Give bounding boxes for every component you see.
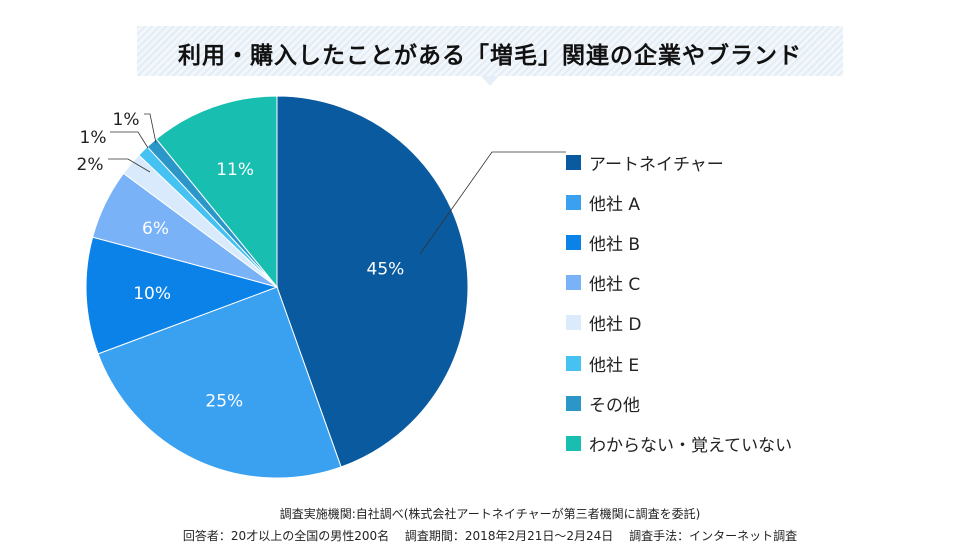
legend-item-7: わからない・覚えていない — [566, 423, 792, 463]
legend-item-4: 他社 D — [566, 303, 792, 343]
slice-label-1: 25% — [205, 391, 243, 411]
legend-item-1: 他社 A — [566, 182, 792, 222]
legend-label: わからない・覚えていない — [589, 435, 793, 456]
leader-lines — [108, 113, 566, 255]
pie-slice-0 — [276, 95, 469, 468]
legend-swatch — [566, 395, 581, 411]
slice-label-4: 2% — [77, 155, 104, 175]
legend-label: 他社 D — [589, 315, 642, 336]
legend-label: 他社 A — [589, 194, 641, 215]
legend: アートネイチャー 他社 A 他社 B 他社 C 他社 D 他社 E その他わからない・覚えて… — [566, 142, 792, 464]
slice-label-5: 1% — [80, 128, 107, 148]
footnote-survey-org: 調査実施機関:自社調べ(株式会社アートネイチャーが第三者機関に調査を委託) — [279, 507, 701, 521]
legend-label: 他社 C — [589, 275, 641, 296]
legend-swatch — [566, 154, 581, 170]
leader-line-4 — [108, 158, 151, 173]
legend-swatch — [566, 355, 581, 371]
legend-swatch — [566, 315, 581, 331]
pie-slice-2 — [85, 236, 279, 355]
legend-label: アートネイチャー — [589, 154, 724, 175]
title-banner: 利用・購入したことがある「増毛」関連の企業やブランド — [137, 26, 843, 86]
slice-label-7: 11% — [216, 160, 254, 180]
slice-label-3: 6% — [142, 219, 169, 239]
legend-item-5: 他社 E — [566, 343, 792, 383]
slice-labels: 45% 25% 10% 6% 2% 1% 1% 11% — [77, 110, 405, 411]
legend-item-2: 他社 B — [566, 222, 792, 262]
footnote-survey-details: 回答者：20才以上の全国の男性200名 調査期間：2018年2月21日〜2月24… — [182, 529, 798, 543]
legend-swatch — [566, 234, 581, 250]
legend-label: 他社 B — [589, 234, 641, 255]
leader-line-6 — [144, 113, 157, 144]
legend-item-3: 他社 C — [566, 263, 792, 303]
pie-slice-7 — [155, 95, 278, 289]
legend-swatch — [566, 275, 581, 291]
slice-label-6: 1% — [113, 110, 140, 130]
legend-swatch — [566, 194, 581, 210]
legend-swatch — [566, 435, 581, 451]
legend-label: 他社 E — [589, 355, 640, 376]
pie-slice-1 — [97, 286, 342, 479]
leader-line-5 — [110, 131, 149, 149]
legend-item-0: アートネイチャー — [566, 142, 792, 182]
chart-title: 利用・購入したことがある「増毛」関連の企業やブランド — [178, 42, 802, 69]
legend-label: その他 — [589, 395, 640, 416]
slice-label-2: 10% — [133, 284, 171, 304]
legend-item-6: その他 — [566, 383, 792, 423]
pie-slices — [85, 95, 469, 479]
slice-label-0: 45% — [367, 259, 405, 279]
leader-line-legend — [419, 151, 566, 255]
